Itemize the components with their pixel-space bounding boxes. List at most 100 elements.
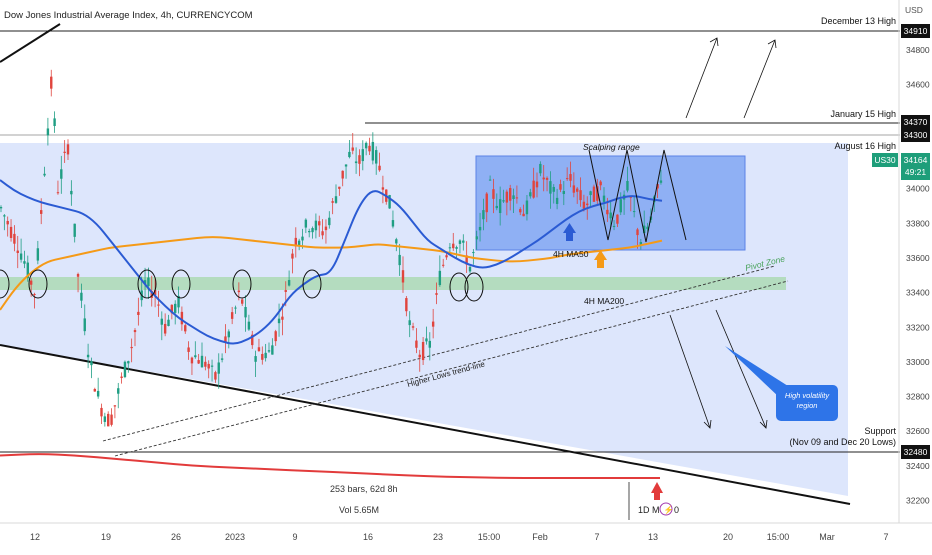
candle-body xyxy=(643,225,646,234)
vol-info: Vol 5.65M xyxy=(339,505,379,515)
candle-body xyxy=(214,372,217,380)
candle-body xyxy=(0,206,3,209)
candle-body xyxy=(160,318,163,325)
x-tick-label: 26 xyxy=(171,532,181,542)
y-axis[interactable]: 32200 32400 32600 32800 33000 33200 33400 33600… xyxy=(906,45,930,505)
candle-body xyxy=(656,184,659,189)
candle-body xyxy=(378,165,381,171)
candle-body xyxy=(147,277,150,287)
candle-body xyxy=(257,347,261,352)
candle-body xyxy=(519,209,522,213)
candle-body xyxy=(472,252,475,254)
candle-body xyxy=(589,191,592,196)
candle-body xyxy=(204,361,207,367)
volatility-callout-pointer xyxy=(725,346,788,398)
y-tick-label: 33600 xyxy=(906,253,930,263)
candle-body xyxy=(220,358,224,360)
candle-body xyxy=(234,307,237,309)
lower-trendline[interactable] xyxy=(0,344,851,505)
symbol-badge[interactable]: US30 xyxy=(872,153,898,167)
upper-trendline[interactable] xyxy=(0,23,61,63)
candle-body xyxy=(348,151,351,158)
candle-body xyxy=(331,201,334,203)
candle-body xyxy=(261,353,264,360)
candle-body xyxy=(328,217,331,226)
candle-body xyxy=(40,210,43,214)
interval-zero: 0 xyxy=(674,505,679,515)
candle-body xyxy=(478,226,482,231)
candle-body xyxy=(237,290,241,293)
y-tick-label: 32200 xyxy=(906,496,930,506)
pivot-circle xyxy=(171,269,191,299)
candle-body xyxy=(569,174,572,181)
candle-body xyxy=(318,221,321,226)
interval-button[interactable]: 1D xyxy=(638,505,650,515)
candle-body xyxy=(582,201,586,209)
ma50-4h-line[interactable] xyxy=(0,179,663,345)
candle-body xyxy=(535,181,539,188)
candle-body xyxy=(137,311,140,315)
candle-body xyxy=(636,229,639,236)
candle-body xyxy=(616,214,619,224)
candle-body xyxy=(73,223,76,237)
candles-group xyxy=(0,69,663,427)
candle-body xyxy=(110,414,113,425)
candle-body xyxy=(428,340,431,348)
candle-body xyxy=(411,326,415,328)
candle-body xyxy=(3,215,6,217)
candle-body xyxy=(609,212,612,219)
candle-body xyxy=(455,247,458,249)
candle-body xyxy=(274,331,277,342)
measure-marker-arrow xyxy=(651,482,663,493)
price-pill-jan15: 34370 xyxy=(901,115,930,129)
candle-body xyxy=(525,200,529,215)
volatility-label: High volatility region xyxy=(784,391,830,410)
candle-body xyxy=(180,311,184,325)
price-pill-aug16: 34300 xyxy=(901,128,930,142)
candle-body xyxy=(401,270,405,283)
y-tick-label: 33200 xyxy=(906,322,930,332)
candle-body xyxy=(408,320,411,326)
ma200-4h-line[interactable] xyxy=(0,236,663,311)
candle-body xyxy=(539,163,542,174)
candle-body xyxy=(465,255,468,265)
candle-body xyxy=(284,290,287,292)
candle-body xyxy=(60,169,63,179)
candle-body xyxy=(646,226,649,230)
candle-body xyxy=(241,299,244,304)
lightning-icon[interactable] xyxy=(659,502,673,516)
candle-body xyxy=(358,155,361,164)
candle-body xyxy=(338,186,341,189)
candle-body xyxy=(230,312,234,319)
pivot-circle xyxy=(0,269,10,299)
candle-body xyxy=(495,205,498,209)
candle-body xyxy=(418,354,421,358)
label-support-2: (Nov 09 and Dec 20 Lows) xyxy=(789,437,896,447)
candle-body xyxy=(287,280,291,286)
candle-body xyxy=(602,195,606,202)
title-text: Dow Jones Industrial Average Index, 4h, … xyxy=(4,10,253,21)
candle-body xyxy=(492,189,495,199)
label-scalping: Scalping range xyxy=(583,142,640,152)
candle-body xyxy=(431,321,435,327)
candle-body xyxy=(23,261,26,264)
candle-body xyxy=(210,365,214,367)
pivot-circles xyxy=(0,269,484,302)
higher-lows-trendline-2[interactable] xyxy=(114,280,789,457)
higher-lows-trendline-1[interactable] xyxy=(102,265,776,442)
candle-body xyxy=(509,188,512,201)
candle-body xyxy=(254,356,257,362)
last-price-pill[interactable]: 34164 49:21 xyxy=(901,153,930,180)
x-axis[interactable]: 12 19 26 2023 9 16 23 15:00 Feb 7 13 20 15:00 Mar 7 xyxy=(30,532,889,542)
candle-body xyxy=(596,186,599,201)
candle-body xyxy=(452,243,455,249)
ma200-1d-line[interactable] xyxy=(0,453,660,479)
candle-body xyxy=(482,210,485,220)
candle-body xyxy=(207,363,210,369)
candle-body xyxy=(549,181,552,194)
measure-marker xyxy=(654,492,660,500)
candle-body xyxy=(217,362,220,374)
label-dec13: December 13 High xyxy=(821,16,896,26)
scalping-zigzag[interactable] xyxy=(588,149,687,243)
